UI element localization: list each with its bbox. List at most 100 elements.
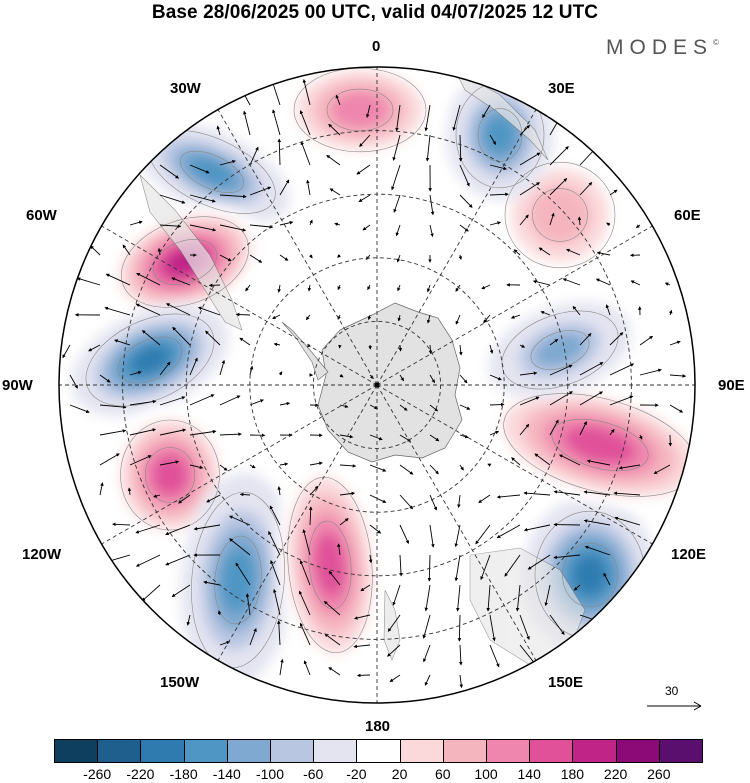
- lon-label-30e: 30E: [548, 80, 575, 97]
- wind-arrow: [481, 284, 491, 290]
- wind-arrow: [277, 620, 281, 646]
- wind-arrow: [323, 600, 341, 616]
- wind-arrow: [428, 344, 433, 355]
- wind-arrow: [459, 644, 463, 666]
- wind-arrow: [609, 189, 618, 196]
- wind-arrow: [399, 464, 414, 475]
- wind-arrow: [99, 482, 104, 496]
- wind-arrow: [609, 395, 634, 406]
- wind-arrow: [159, 460, 180, 466]
- wind-arrow: [172, 326, 191, 346]
- brand-mark: ©: [713, 38, 719, 47]
- wind-arrow: [639, 368, 662, 376]
- contour-line: [326, 88, 394, 132]
- wind-arrow: [337, 543, 341, 556]
- wind-arrow: [302, 529, 311, 556]
- wind-arrow: [189, 164, 210, 174]
- wind-arrow: [519, 396, 540, 406]
- wind-arrow: [489, 402, 505, 407]
- contour-line: [293, 67, 427, 153]
- lon-label-150w: 150W: [160, 674, 200, 691]
- wind-arrow: [216, 125, 221, 136]
- wind-arrow: [189, 357, 198, 376]
- wind-arrow: [159, 428, 187, 436]
- wind-arrow: [572, 305, 581, 316]
- wind-arrow: [459, 194, 473, 208]
- wind-arrow: [630, 280, 641, 286]
- wind-arrow: [249, 464, 256, 469]
- wind-arrow: [459, 404, 471, 410]
- wind-arrow: [305, 314, 311, 321]
- wind-arrow: [159, 396, 186, 406]
- colorbar-tick-label: 60: [435, 766, 451, 782]
- colorbar: [54, 739, 703, 763]
- colorbar-tick-label: -20: [346, 766, 367, 782]
- wind-arrow: [303, 660, 311, 676]
- anomaly-negative-center: [71, 303, 229, 417]
- wind-arrow: [369, 404, 379, 410]
- wind-arrow: [459, 164, 470, 187]
- wind-arrow: [549, 178, 568, 196]
- wind-arrow: [534, 453, 551, 466]
- contour-line: [144, 447, 196, 503]
- wind-arrow: [489, 374, 502, 381]
- contour-line: [152, 239, 218, 285]
- wind-arrow: [268, 530, 281, 556]
- wind-arrow: [328, 570, 341, 586]
- wind-arrow: [249, 627, 257, 646]
- wind-arrow: [553, 554, 581, 560]
- wind-arrow: [337, 314, 341, 320]
- wind-arrow: [229, 538, 251, 556]
- contour-line: [530, 330, 590, 370]
- wind-arrow: [459, 374, 468, 384]
- wind-arrow: [337, 254, 341, 259]
- wind-arrow: [458, 254, 463, 260]
- wind-arrow: [398, 344, 403, 352]
- wind-arrow: [302, 79, 311, 106]
- anomaly-negative-center: [488, 302, 632, 398]
- meridian-line: [101, 225, 378, 386]
- colorbar-tick-label: -140: [212, 766, 241, 782]
- colorbar-tick-label: -180: [169, 766, 198, 782]
- wind-arrow: [217, 610, 222, 616]
- wind-arrow: [396, 254, 401, 263]
- wind-arrow: [339, 373, 344, 378]
- wind-arrow: [135, 524, 161, 534]
- wind-arrow: [510, 314, 521, 319]
- wind-arrow: [397, 284, 401, 292]
- wind-arrow: [135, 303, 161, 316]
- wind-arrow: [579, 362, 604, 376]
- wind-arrow: [429, 434, 440, 442]
- wind-arrow: [669, 374, 687, 378]
- wind-arrow: [397, 314, 402, 322]
- wind-arrow: [429, 404, 439, 412]
- wind-arrow: [206, 494, 221, 503]
- wind-arrow: [229, 515, 251, 526]
- wind-arrow: [399, 554, 403, 577]
- wind-arrow: [279, 401, 291, 406]
- wind-arrow: [112, 522, 131, 527]
- wind-arrow: [129, 370, 142, 376]
- wind-arrow: [395, 104, 401, 132]
- wind-arrow: [339, 518, 349, 526]
- wind-arrow: [279, 220, 294, 226]
- wind-arrow: [339, 404, 349, 408]
- wind-arrow: [489, 644, 500, 668]
- wind-arrow: [519, 124, 531, 136]
- wind-arrow: [459, 344, 463, 356]
- wind-arrow: [459, 464, 464, 471]
- wind-arrow: [540, 310, 551, 316]
- wind-arrow: [299, 560, 311, 586]
- wind-arrow: [480, 554, 491, 581]
- wind-arrow: [135, 554, 161, 567]
- wind-arrow: [299, 622, 311, 646]
- wind-arrow: [197, 306, 221, 316]
- colorbar-tick-label: 20: [391, 766, 408, 782]
- wind-arrow: [527, 554, 551, 570]
- wind-arrow: [277, 284, 281, 293]
- wind-arrow: [429, 524, 435, 548]
- wind-arrow: [165, 524, 191, 536]
- wind-arrow: [62, 344, 71, 359]
- wind-arrow: [458, 134, 463, 162]
- lon-label-150e: 150E: [548, 674, 584, 691]
